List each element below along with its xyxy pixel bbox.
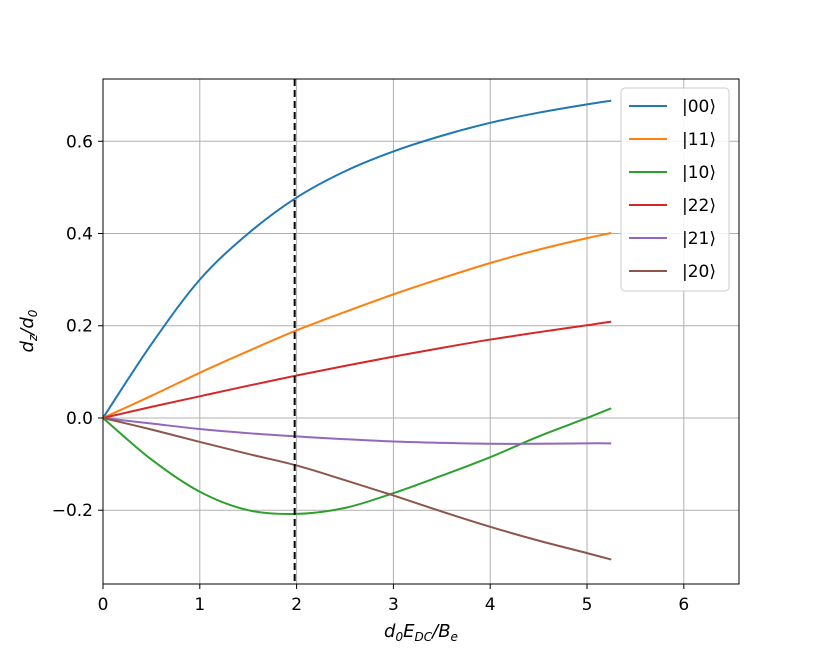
x-tick-label: 5	[582, 595, 593, 615]
x-tick-label: 2	[291, 595, 302, 615]
legend-items: |00⟩ |11⟩ |10⟩ |22⟩ |21⟩ |20⟩	[629, 97, 716, 282]
y-tick-label: −0.2	[52, 501, 93, 521]
x-tick-label: 4	[485, 595, 496, 615]
y-tick-label: 0.4	[66, 224, 93, 244]
y-axis-ticks: −0.2 0.0 0.2 0.4 0.6	[52, 132, 103, 521]
y-axis-label: dz/d0	[17, 309, 40, 352]
y-tick-label: 0.2	[66, 317, 93, 337]
x-tick-label: 6	[678, 595, 689, 615]
y-tick-label: 0.6	[66, 132, 93, 152]
legend-label-0: |00⟩	[682, 97, 716, 117]
series-line-2	[102, 407, 612, 516]
series-line-5	[102, 416, 612, 561]
series-line-4	[102, 416, 612, 445]
legend-label-5: |20⟩	[682, 262, 716, 282]
y-tick-label: 0.0	[66, 409, 93, 429]
series-lines	[102, 99, 612, 561]
legend-label-2: |10⟩	[682, 163, 716, 183]
plot-frame	[102, 78, 740, 585]
x-tick-label: 3	[388, 595, 399, 615]
x-tick-label: 0	[98, 595, 109, 615]
grid	[102, 79, 739, 584]
x-axis-label: d0EDC/Be	[384, 621, 458, 644]
series-line-1	[102, 232, 612, 419]
x-tick-label: 1	[194, 595, 205, 615]
x-axis-ticks: 0 1 2 3 4 5 6	[98, 584, 689, 615]
legend-box	[620, 87, 730, 292]
series-line-3	[102, 320, 612, 419]
legend-label-3: |22⟩	[682, 196, 716, 216]
legend-label-4: |21⟩	[682, 229, 716, 249]
legend: |00⟩ |11⟩ |10⟩ |22⟩ |21⟩ |20⟩	[620, 87, 730, 292]
series-line-0	[102, 99, 612, 419]
legend-label-1: |11⟩	[682, 130, 716, 150]
